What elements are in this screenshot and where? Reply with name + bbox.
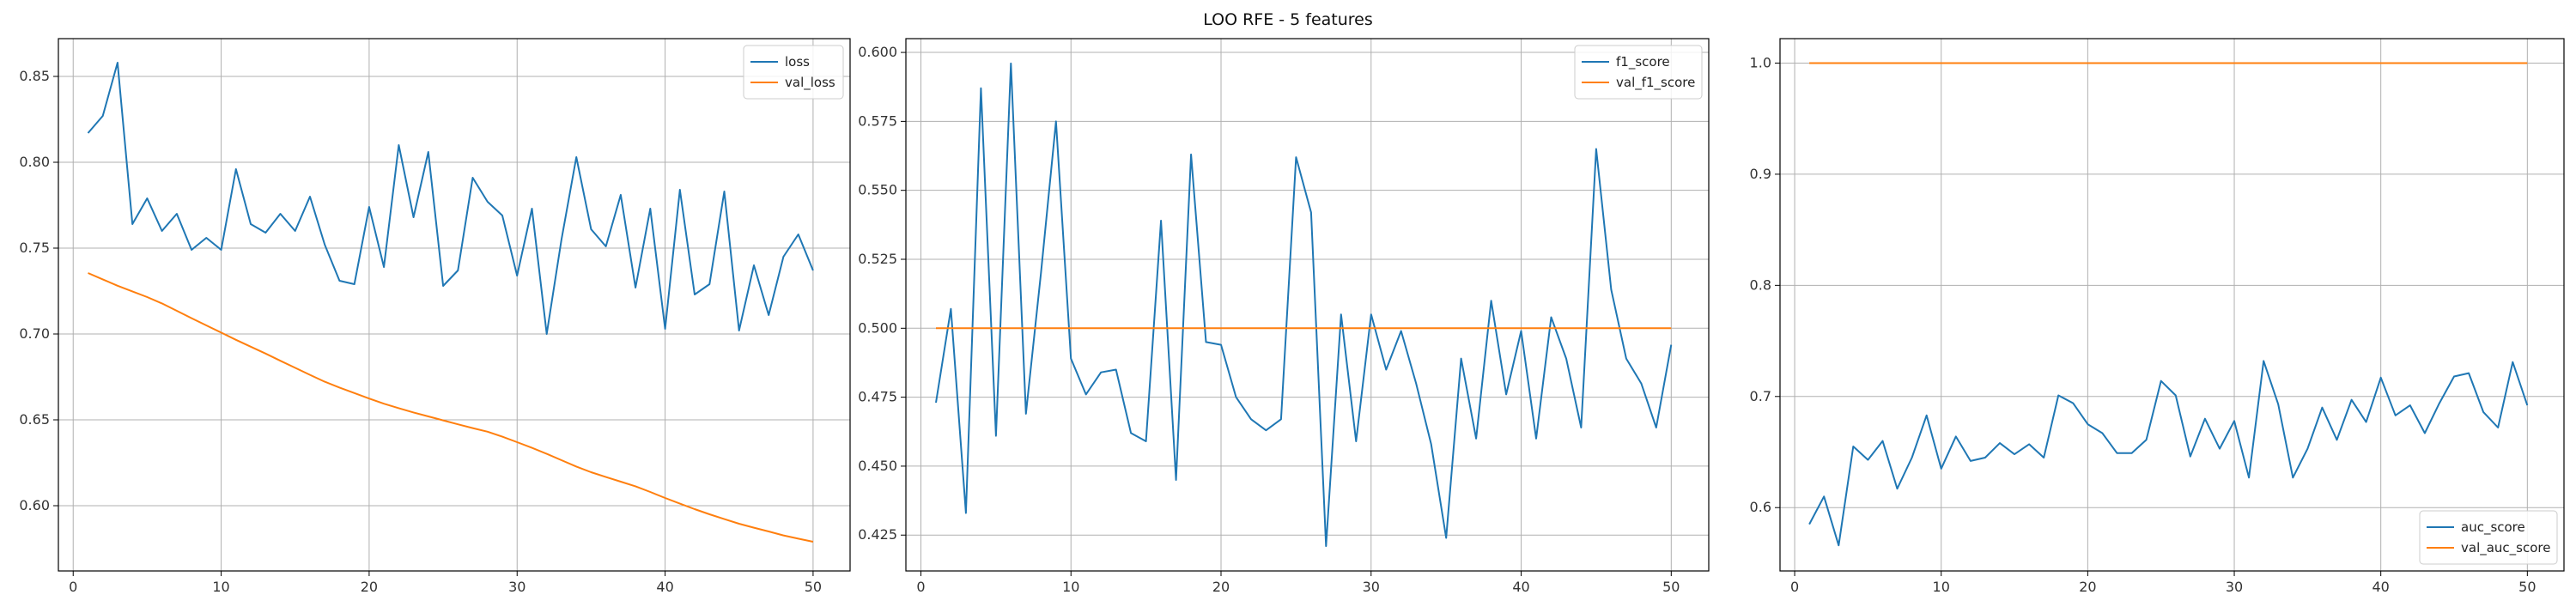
- x-tick-label: 0: [1790, 579, 1799, 595]
- y-tick-label: 0.500: [858, 319, 897, 336]
- x-tick-label: 30: [2226, 579, 2243, 595]
- x-tick-label: 10: [1062, 579, 1079, 595]
- x-tick-label: 40: [656, 579, 673, 595]
- x-tick-label: 10: [212, 579, 229, 595]
- x-tick-label: 0: [916, 579, 925, 595]
- x-tick-label: 50: [1662, 579, 1680, 595]
- y-tick-label: 0.60: [19, 497, 50, 513]
- y-tick-label: 0.85: [19, 68, 50, 84]
- subplot-1: 0 10 20 30 40 50 0.60 0.65 0.70 0.75 0.80 0.85 loss v…: [19, 38, 851, 595]
- x-tick-label: 50: [2518, 579, 2536, 595]
- val-loss-line: [88, 272, 814, 543]
- y-tick-label: 0.425: [858, 526, 897, 543]
- val-loss-legend-label: val_loss: [785, 75, 835, 91]
- legend-box: [1574, 45, 1703, 100]
- x-tick-label: 30: [508, 579, 526, 595]
- x-tick-label: 20: [1212, 579, 1230, 595]
- subplots: 0 10 20 30 40 500.600.650.700.750.800.85lossv…: [19, 38, 2565, 595]
- x-tick-label: 20: [2079, 579, 2096, 595]
- legend-box: [2419, 510, 2558, 565]
- auc-score-legend-label: auc_score: [2461, 519, 2525, 536]
- y-tick-label: 0.9: [1750, 166, 1771, 182]
- x-tick-label: 0: [69, 579, 77, 595]
- axes-frame: [1779, 38, 2565, 572]
- x-tick-label: 30: [1363, 579, 1380, 595]
- legend-box: [743, 45, 844, 100]
- f1-score-legend-label: f1_score: [1616, 54, 1670, 70]
- legend: f1_score val_f1_score: [1574, 45, 1703, 100]
- y-tick-label: 0.600: [858, 44, 897, 60]
- y-tick-label: 0.70: [19, 325, 50, 342]
- y-tick-label: 0.6: [1750, 499, 1771, 515]
- axes-frame: [905, 38, 1710, 572]
- loss-line: [87, 62, 814, 335]
- axes-frame: [58, 38, 851, 572]
- x-tick-label: 20: [361, 579, 378, 595]
- y-tick-label: 0.550: [858, 182, 897, 198]
- f1-score-line: [935, 62, 1673, 548]
- auc-score-line: [1808, 360, 2529, 547]
- y-tick-label: 1.0: [1750, 54, 1771, 70]
- x-tick-label: 50: [805, 579, 822, 595]
- y-tick-label: 0.75: [19, 240, 50, 256]
- y-tick-label: 0.80: [19, 154, 50, 170]
- legend: loss val_loss: [743, 45, 844, 100]
- y-tick-label: 0.8: [1750, 276, 1771, 293]
- figure-title: LOO RFE - 5 features: [1203, 10, 1373, 29]
- x-tick-label: 40: [2372, 579, 2390, 595]
- y-tick-label: 0.575: [858, 112, 897, 129]
- x-tick-label: 40: [1512, 579, 1529, 595]
- val-f1-score-legend-label: val_f1_score: [1616, 75, 1695, 91]
- x-tick-label: 10: [1933, 579, 1950, 595]
- legend: auc_score val_auc_score: [2419, 510, 2558, 565]
- y-tick-label: 0.525: [858, 251, 897, 267]
- y-tick-label: 0.450: [858, 458, 897, 474]
- loss-legend-label: loss: [785, 54, 810, 70]
- subplot-2: 0 10 20 30 40 50 0.425 0.450 0.475 0.500 0.525 0.55…: [858, 38, 1710, 595]
- subplot-3: 0 10 20 30 40 50 0.6 0.7 0.8 0.9 1.0 auc_score val_a…: [1750, 38, 2565, 595]
- val-auc-score-legend-label: val_auc_score: [2461, 540, 2551, 556]
- y-tick-label: 0.65: [19, 411, 50, 428]
- y-tick-label: 0.7: [1750, 388, 1771, 404]
- y-tick-label: 0.475: [858, 389, 897, 405]
